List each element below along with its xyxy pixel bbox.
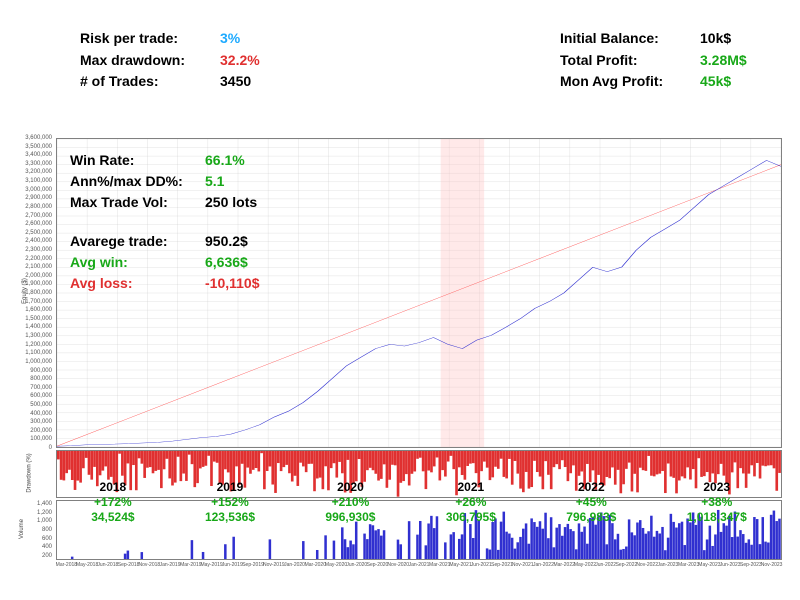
dd-ylabel: Drawdown (%) [27, 453, 33, 492]
loss-val: -10,110$ [205, 273, 265, 294]
mv-label: Max Trade Vol: [70, 192, 205, 213]
top-left-col: Risk per trade:3% Max drawdown:32.2% # o… [80, 28, 280, 93]
dd-val: 32.2% [220, 50, 280, 72]
year-cell: 2021+26%306,795$ [446, 480, 496, 525]
mid-chart-stats: Win Rate:66.1% Ann%/max DD%:5.1 Max Trad… [70, 150, 265, 294]
vol-ylabel: Volume [19, 519, 25, 539]
dd-label: Max drawdown: [80, 50, 220, 72]
map-label: Mon Avg Profit: [560, 71, 700, 93]
ib-val: 10k$ [700, 28, 760, 50]
trades-label: # of Trades: [80, 71, 220, 93]
wr-val: 66.1% [205, 150, 265, 171]
tp-val: 3.28M$ [700, 50, 760, 72]
top-right-col: Initial Balance:10k$ Total Profit:3.28M$… [560, 28, 760, 93]
ad-label: Ann%/max DD%: [70, 171, 205, 192]
wr-label: Win Rate: [70, 150, 205, 171]
avg-label: Avarege trade: [70, 231, 205, 252]
year-cell: 2019+152%123,536$ [205, 480, 255, 525]
mv-val: 250 lots [205, 192, 265, 213]
trades-val: 3450 [220, 71, 280, 93]
map-val: 45k$ [700, 71, 760, 93]
year-cell: 2023+38%1,018,347$ [687, 480, 747, 525]
risk-val: 3% [220, 28, 280, 50]
loss-label: Avg loss: [70, 273, 205, 294]
win-val: 6,636$ [205, 252, 265, 273]
equity-ylabel: Equity ($) [22, 278, 28, 304]
year-cell: 2018+172%34,524$ [91, 480, 134, 525]
yearly-stats-row: 2018+172%34,524$ 2019+152%123,536$ 2020+21… [56, 480, 782, 525]
tp-label: Total Profit: [560, 50, 700, 72]
ad-val: 5.1 [205, 171, 265, 192]
ib-label: Initial Balance: [560, 28, 700, 50]
year-cell: 2022+45%796,983$ [566, 480, 616, 525]
win-label: Avg win: [70, 252, 205, 273]
year-cell: 2020+210%996,930$ [325, 480, 375, 525]
top-stats: Risk per trade:3% Max drawdown:32.2% # o… [80, 28, 760, 93]
risk-label: Risk per trade: [80, 28, 220, 50]
avg-val: 950.2$ [205, 231, 265, 252]
